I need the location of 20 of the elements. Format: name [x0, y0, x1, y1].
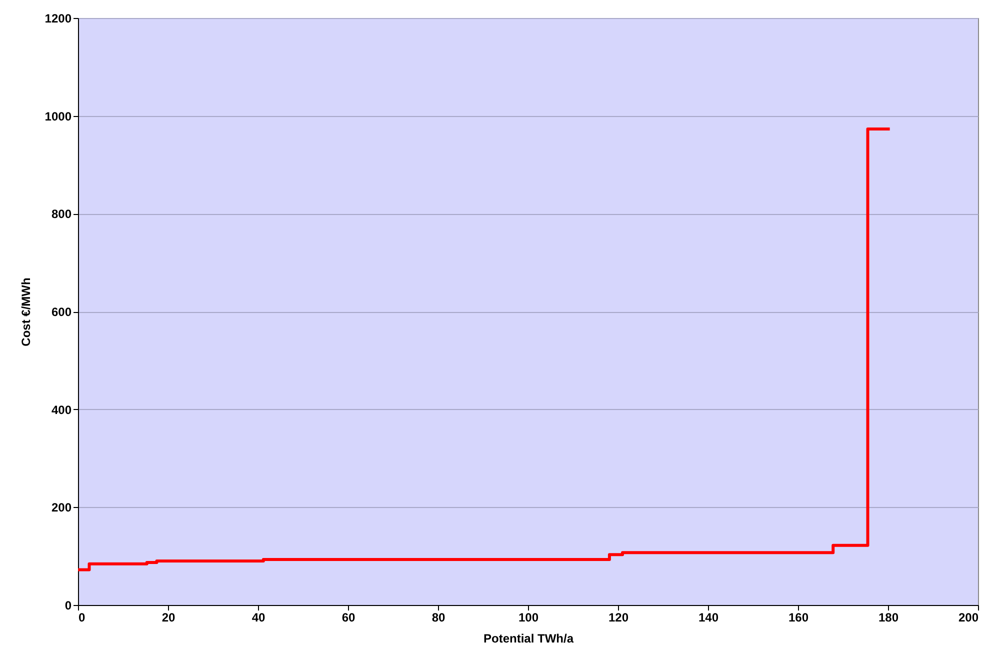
y-tick-label: 1000 [44, 109, 72, 124]
y-tick-label: 800 [51, 207, 72, 222]
x-tick-label: 60 [342, 610, 356, 624]
y-tick-label: 400 [51, 402, 72, 417]
x-tick-label: 80 [432, 610, 446, 624]
x-tick-label: 140 [698, 610, 719, 624]
x-tick-label: 160 [788, 610, 809, 624]
x-tick-label: 40 [252, 610, 266, 624]
x-tick-label: 120 [608, 610, 629, 624]
y-tick-label: 200 [51, 500, 72, 515]
y-axis-title: Cost €/MWh [18, 278, 33, 346]
x-axis-title: Potential TWh/a [484, 632, 574, 646]
y-tick-label: 1200 [44, 12, 72, 26]
x-tick-label: 200 [958, 610, 979, 624]
x-tick-label: 100 [518, 610, 539, 624]
x-tick-label: 20 [162, 610, 176, 624]
x-tick-label: 0 [78, 610, 86, 624]
y-tick-label: 0 [64, 598, 72, 612]
y-tick-label: 600 [51, 305, 72, 319]
x-tick-label: 180 [878, 610, 899, 624]
